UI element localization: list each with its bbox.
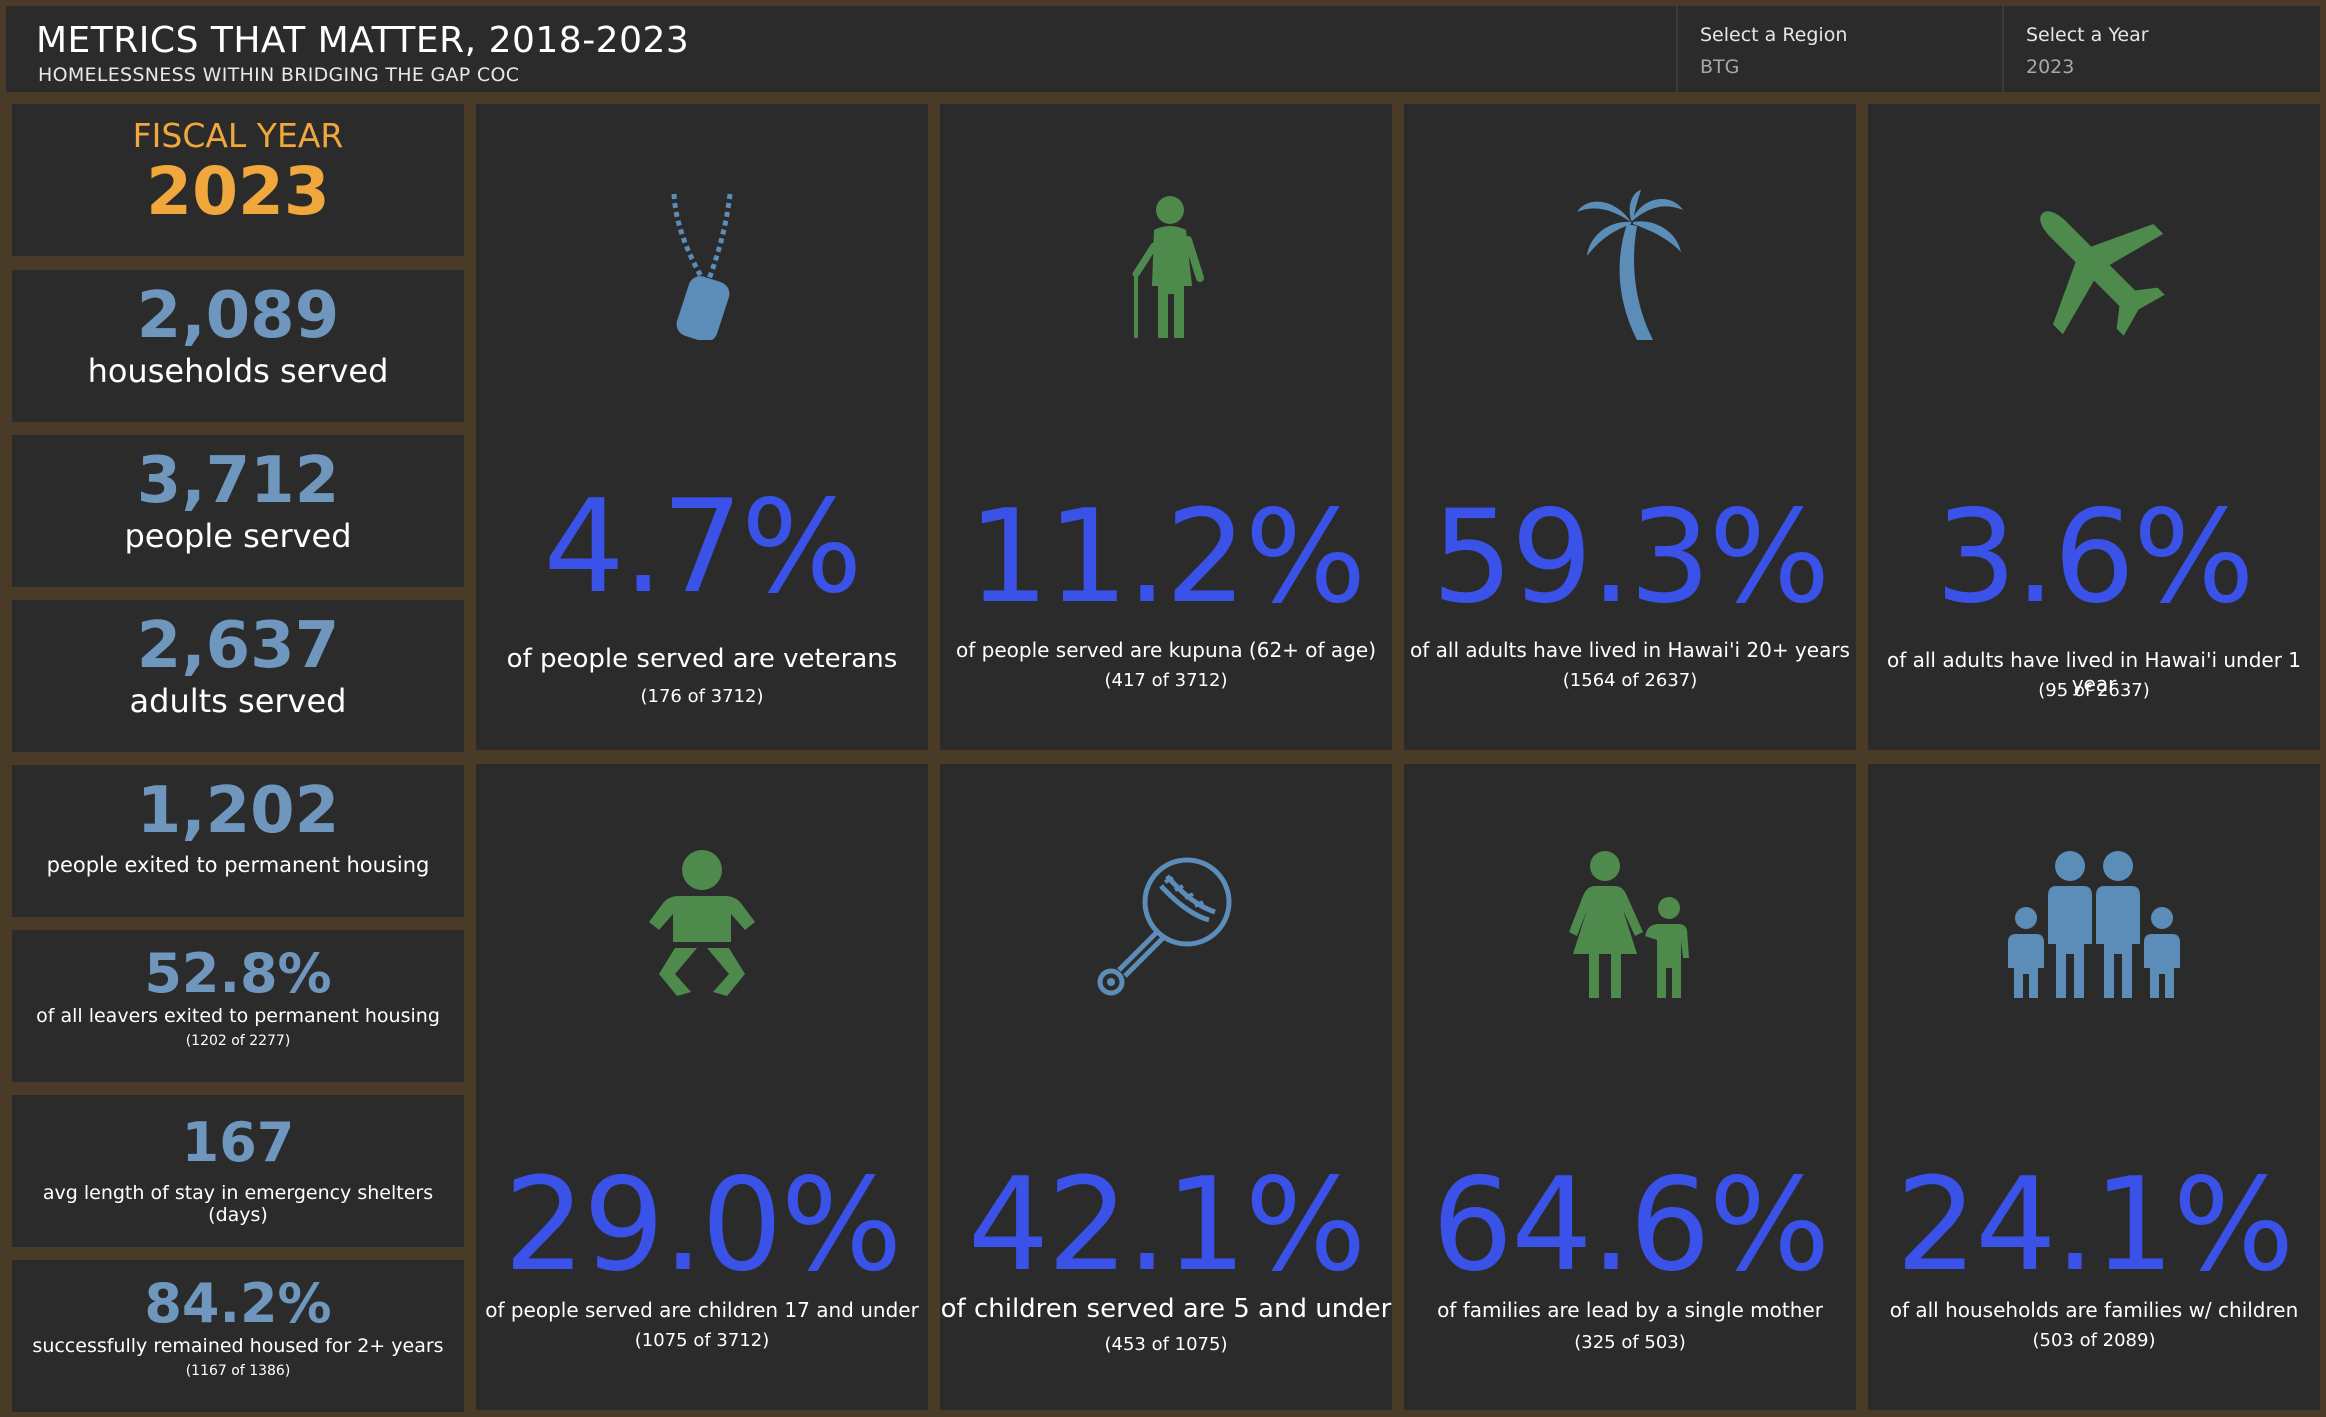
single-mother-card: 64.6% of families are lead by a single m…: [1404, 764, 1856, 1410]
children-percent: 29.0%: [503, 1151, 903, 1300]
veterans-percent: 4.7%: [543, 473, 862, 622]
region-selector-value[interactable]: BTG: [1700, 56, 1740, 78]
fiscal-year-panel: FISCAL YEAR 2023: [12, 104, 464, 256]
families-card: 24.1% of all households are families w/ …: [1868, 764, 2320, 1410]
kupuna-detail: (417 of 3712): [1104, 670, 1228, 691]
residency-under1-detail: (95 of 2637): [2038, 680, 2150, 701]
airplane-icon: [1868, 190, 2320, 340]
kupuna-percent: 11.2%: [967, 483, 1367, 632]
page-subtitle: HOMELESSNESS WITHIN BRIDGING THE GAP COC: [38, 64, 520, 86]
year-selector-value[interactable]: 2023: [2026, 56, 2075, 78]
single-mother-label: of families are lead by a single mother: [1437, 1298, 1823, 1322]
year-selector[interactable]: Select a Year 2023: [2002, 6, 2326, 92]
mother-child-icon: [1404, 850, 1856, 1000]
residency-under1-card: 3.6% of all adults have lived in Hawai'i…: [1868, 104, 2320, 750]
residency-20-percent: 59.3%: [1431, 483, 1831, 632]
dog-tag-icon: [476, 190, 928, 340]
baby-icon: [476, 850, 928, 1000]
single-mother-detail: (325 of 503): [1574, 1332, 1686, 1353]
people-served-value: 3,712: [136, 444, 340, 518]
adults-served-label: adults served: [129, 681, 347, 720]
adults-served-value: 2,637: [136, 609, 340, 683]
fiscal-year-label: FISCAL YEAR: [132, 116, 344, 155]
region-selector[interactable]: Select a Region BTG: [1676, 6, 2002, 92]
adults-served-panel: 2,637 adults served: [12, 600, 464, 752]
stay-length-panel: 167 avg length of stay in emergency shel…: [12, 1095, 464, 1247]
kupuna-label: of people served are kupuna (62+ of age): [956, 638, 1376, 662]
people-served-panel: 3,712 people served: [12, 435, 464, 587]
households-served-label: households served: [87, 351, 389, 390]
veterans-detail: (176 of 3712): [640, 686, 764, 707]
households-served-value: 2,089: [136, 279, 340, 353]
households-served-panel: 2,089 households served: [12, 270, 464, 422]
residency-under1-percent: 3.6%: [1935, 483, 2254, 632]
under-five-card: 42.1% of children served are 5 and under…: [940, 764, 1392, 1410]
under-five-percent: 42.1%: [967, 1151, 1367, 1300]
children-label: of people served are children 17 and und…: [485, 1298, 919, 1322]
residency-20-label: of all adults have lived in Hawai'i 20+ …: [1410, 638, 1850, 662]
fiscal-year-value: 2023: [146, 153, 330, 230]
leavers-value: 52.8%: [144, 942, 332, 1005]
family-icon: [1868, 850, 2320, 1000]
exited-housing-value: 1,202: [136, 774, 340, 848]
leavers-detail: (1202 of 2277): [185, 1033, 291, 1050]
under-five-detail: (453 of 1075): [1104, 1334, 1228, 1355]
people-served-label: people served: [124, 516, 352, 555]
palm-tree-icon: [1404, 190, 1856, 340]
rattle-icon: [940, 850, 1392, 1000]
families-percent: 24.1%: [1895, 1151, 2295, 1300]
elder-icon: [940, 190, 1392, 340]
year-selector-label: Select a Year: [2026, 24, 2149, 46]
residency-20-card: 59.3% of all adults have lived in Hawai'…: [1404, 104, 1856, 750]
dashboard-header: METRICS THAT MATTER, 2018-2023 HOMELESSN…: [0, 0, 2326, 92]
residency-under1-label: of all adults have lived in Hawai'i unde…: [1886, 648, 2302, 696]
page-title: METRICS THAT MATTER, 2018-2023: [36, 20, 690, 61]
under-five-label: of children served are 5 and under: [940, 1294, 1392, 1324]
stay-length-value: 167: [181, 1111, 295, 1174]
exited-housing-panel: 1,202 people exited to permanent housing: [12, 765, 464, 917]
remained-housed-value: 84.2%: [144, 1272, 332, 1335]
remained-housed-panel: 84.2% successfully remained housed for 2…: [12, 1260, 464, 1412]
veterans-label: of people served are veterans: [506, 644, 898, 674]
families-detail: (503 of 2089): [2032, 1330, 2156, 1351]
stay-length-label: avg length of stay in emergency shelters…: [42, 1182, 434, 1227]
veterans-card: 4.7% of people served are veterans (176 …: [476, 104, 928, 750]
residency-20-detail: (1564 of 2637): [1562, 670, 1698, 691]
children-card: 29.0% of people served are children 17 a…: [476, 764, 928, 1410]
remained-housed-detail: (1167 of 1386): [185, 1363, 291, 1380]
single-mother-percent: 64.6%: [1431, 1151, 1831, 1300]
remained-housed-label: successfully remained housed for 2+ year…: [32, 1335, 444, 1358]
leavers-panel: 52.8% of all leavers exited to permanent…: [12, 930, 464, 1082]
families-label: of all households are families w/ childr…: [1889, 1298, 2299, 1322]
region-selector-label: Select a Region: [1700, 24, 1848, 46]
exited-housing-label: people exited to permanent housing: [46, 852, 430, 877]
children-detail: (1075 of 3712): [634, 1330, 770, 1351]
leavers-label: of all leavers exited to permanent housi…: [36, 1005, 440, 1028]
kupuna-card: 11.2% of people served are kupuna (62+ o…: [940, 104, 1392, 750]
